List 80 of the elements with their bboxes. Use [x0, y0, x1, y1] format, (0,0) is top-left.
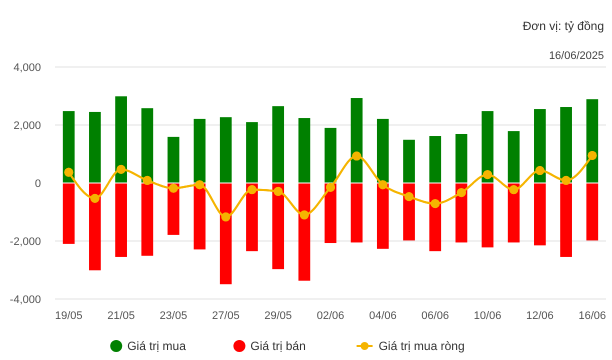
y-tick-label: 2,000 [13, 120, 41, 132]
bar [298, 118, 310, 183]
x-tick-label: 02/06 [316, 310, 344, 322]
point [430, 199, 440, 208]
bar [220, 183, 232, 284]
bar [482, 111, 494, 183]
legend-label: Giá trị mua ròng [378, 339, 465, 354]
point [64, 168, 74, 177]
point [116, 164, 126, 174]
bar [194, 118, 206, 183]
point [90, 194, 100, 203]
x-tick-label: 23/05 [160, 310, 188, 322]
legend-label: Giá trị mua [127, 339, 186, 354]
y-tick-label: 0 [34, 178, 41, 190]
x-tick-label: 12/06 [526, 310, 554, 322]
y-tick-label: -4,000 [10, 294, 41, 306]
bar [482, 183, 494, 248]
point [221, 212, 230, 222]
bar [62, 111, 75, 183]
bar [586, 183, 598, 240]
bar [194, 183, 206, 250]
bar [560, 107, 572, 183]
bar [298, 183, 310, 281]
y-tick-label: -2,000 [10, 236, 41, 248]
bar [246, 183, 258, 252]
chart-title: Đơn vị: tỷ đồng [522, 19, 604, 33]
point [562, 176, 571, 185]
point [588, 150, 597, 160]
bar [508, 183, 520, 242]
point [378, 180, 388, 190]
point [483, 170, 492, 180]
bar [350, 98, 363, 183]
bar [115, 183, 127, 257]
point [195, 180, 204, 190]
bar [220, 117, 232, 183]
x-tick-label: 16/06 [578, 310, 606, 322]
bar [534, 183, 546, 246]
bar [429, 136, 442, 183]
bar [141, 108, 154, 183]
point [300, 210, 309, 220]
bar [429, 183, 442, 252]
bar [272, 183, 284, 270]
bar [89, 112, 101, 183]
point [352, 152, 362, 161]
bar [350, 183, 363, 242]
legend-label: Giá trị bán [250, 339, 306, 354]
point [247, 185, 256, 194]
chart-subtitle: 16/06/2025 [548, 50, 604, 62]
point [509, 185, 518, 194]
point [456, 188, 466, 198]
bar [246, 122, 258, 183]
point [168, 184, 178, 193]
point [535, 166, 544, 176]
x-tick-label: 27/05 [212, 310, 240, 322]
point [142, 176, 152, 185]
bar [272, 106, 284, 183]
bar [376, 183, 389, 249]
y-tick-label: 4,000 [13, 62, 41, 74]
x-tick-label: 19/05 [54, 310, 83, 322]
bar [586, 99, 598, 183]
x-tick-label: 06/06 [421, 310, 449, 322]
bar [376, 118, 389, 183]
bar [62, 183, 75, 244]
bar [141, 183, 154, 256]
bar [115, 96, 127, 183]
x-tick-label: 29/05 [264, 310, 292, 322]
x-tick-label: 04/06 [369, 310, 397, 322]
point [326, 182, 335, 192]
point [404, 192, 414, 202]
bar [324, 128, 336, 183]
bar [403, 140, 415, 183]
bar [168, 136, 180, 183]
bar [89, 183, 101, 270]
point [274, 186, 283, 196]
bar [455, 134, 468, 183]
bar [560, 183, 572, 257]
x-tick-label: 21/05 [107, 310, 135, 322]
bar [508, 131, 520, 183]
bar [534, 109, 546, 183]
x-tick-label: 10/06 [474, 310, 502, 322]
